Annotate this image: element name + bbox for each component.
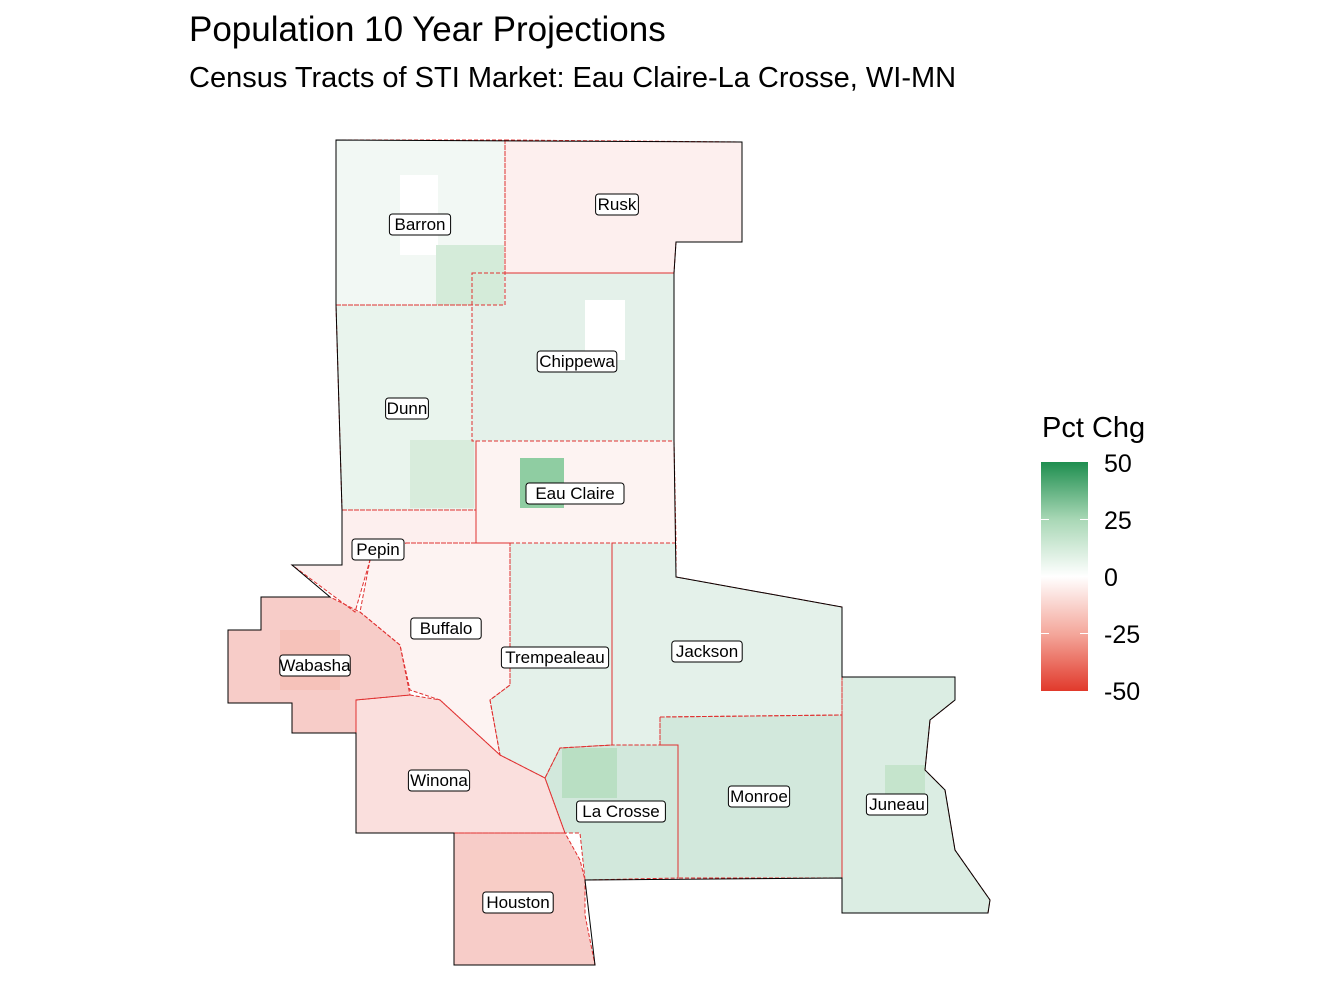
tract-patch xyxy=(562,748,617,798)
county-label-wabasha: Wabasha xyxy=(279,654,351,677)
county-label-box xyxy=(727,785,791,808)
legend-tick-label: -25 xyxy=(1104,621,1141,649)
legend-tick-mark xyxy=(1080,576,1088,577)
county-label-winona: Winona xyxy=(407,769,471,792)
tract-patch xyxy=(585,300,625,360)
legend-tick-mark xyxy=(1041,633,1049,634)
county-label-text: Wabasha xyxy=(279,656,351,675)
county-labels: Barron Rusk Chippewa Dunn Eau Claire Pepin Buf… xyxy=(279,193,929,914)
tract-patch xyxy=(410,440,474,508)
county-label-box xyxy=(536,350,618,373)
county-label-text: Trempealeau xyxy=(505,648,605,667)
county-label-la-crosse: La Crosse xyxy=(576,800,666,823)
county-label-text: Barron xyxy=(394,215,445,234)
legend-tick-label: 0 xyxy=(1104,564,1118,592)
county-label-text: Buffalo xyxy=(420,619,473,638)
county-label-box xyxy=(385,397,429,420)
market-outline-path xyxy=(227,139,991,966)
market-outline xyxy=(227,139,991,966)
county-label-text: Monroe xyxy=(730,787,788,806)
county-label-box xyxy=(482,891,554,914)
county-label-box xyxy=(595,193,639,216)
county-label-box xyxy=(351,538,405,561)
county-label-box xyxy=(671,640,743,663)
county-label-eau-claire: Eau Claire xyxy=(525,482,625,505)
county-label-box xyxy=(500,646,610,669)
county-label-trempealeau: Trempealeau xyxy=(500,646,610,669)
county-label-rusk: Rusk xyxy=(595,193,639,216)
county-label-buffalo: Buffalo xyxy=(410,617,482,640)
legend-tick-label: 50 xyxy=(1104,450,1132,478)
legend-tick-mark xyxy=(1080,633,1088,634)
county-label-barron: Barron xyxy=(388,213,452,236)
county-label-text: Chippewa xyxy=(539,352,615,371)
county-label-jackson: Jackson xyxy=(671,640,743,663)
map-title: Population 10 Year Projections xyxy=(189,10,666,49)
county-border-trempealeau xyxy=(489,542,613,779)
legend-tick-mark xyxy=(1041,576,1049,577)
county-label-text: Juneau xyxy=(869,795,925,814)
legend-tick-label: -50 xyxy=(1104,678,1141,706)
county-pepin xyxy=(292,510,476,612)
county-label-text: Winona xyxy=(410,771,468,790)
county-label-chippewa: Chippewa xyxy=(536,350,618,373)
county-border-houston xyxy=(453,832,596,966)
county-label-text: Rusk xyxy=(598,195,637,214)
map-subtitle: Census Tracts of STI Market: Eau Claire-… xyxy=(189,62,957,94)
county-buffalo xyxy=(360,543,510,755)
county-label-box xyxy=(410,617,482,640)
legend-tick-mark xyxy=(1041,519,1049,520)
county-label-text: Eau Claire xyxy=(535,484,614,503)
county-label-text: Dunn xyxy=(387,399,428,418)
county-label-monroe: Monroe xyxy=(727,785,791,808)
county-border-monroe xyxy=(659,714,843,879)
county-label-text: Pepin xyxy=(356,540,399,559)
county-label-box xyxy=(865,793,929,816)
legend-tick-mark xyxy=(1080,519,1088,520)
county-label-juneau: Juneau xyxy=(865,793,929,816)
county-label-text: Houston xyxy=(486,893,549,912)
tract-patch xyxy=(436,245,504,305)
county-label-text: Jackson xyxy=(676,642,738,661)
county-label-pepin: Pepin xyxy=(351,538,405,561)
county-label-box xyxy=(407,769,471,792)
legend-tick-label: 25 xyxy=(1104,507,1132,535)
county-winona xyxy=(356,695,565,833)
county-label-text: La Crosse xyxy=(582,802,659,821)
county-label-houston: Houston xyxy=(482,891,554,914)
county-border-la-crosse xyxy=(544,744,679,881)
county-label-box xyxy=(576,800,666,823)
county-label-dunn: Dunn xyxy=(385,397,429,420)
county-label-box xyxy=(525,482,625,505)
legend: Pct Chg 50 25 0 -25 -50 xyxy=(1040,412,1180,712)
county-label-box xyxy=(388,213,452,236)
county-label-box xyxy=(279,654,351,677)
legend-title: Pct Chg xyxy=(1042,412,1146,444)
